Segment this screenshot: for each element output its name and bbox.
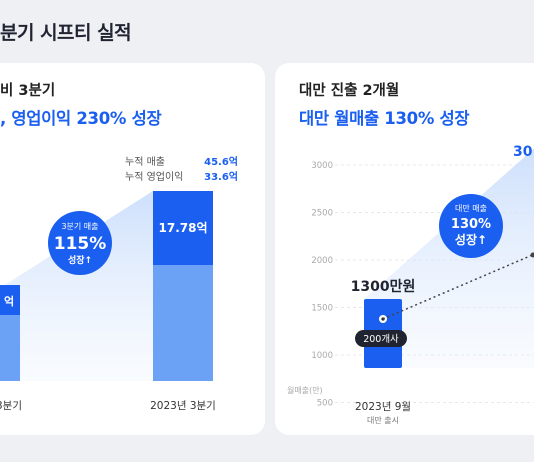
left-bar-1-top [0,285,20,315]
left-x-label-1: 3분기 [0,400,22,412]
right-badge-line2: 130% [451,217,491,232]
card-right: 대만 진출 2개월 대만 월매출 130% 성장 500 1000 1500 2000… [275,63,534,435]
left-badge-line2: 115% [54,234,107,254]
right-y-tick-label: 1500 [311,304,333,314]
right-card-subtitle: 대만 진출 2개월 [299,83,400,99]
cum-op-label: 누적 영업이익 [125,170,183,183]
right-first-value-label: 1300만원 [351,279,416,295]
right-x-label-1-sub: 대만 출시 [367,415,399,425]
left-badge-line3: 성장↑ [68,254,92,266]
cum-sales-value: 45.6억 [204,156,238,168]
left-bar-2-top [153,191,213,265]
page-headline: 분기 시프티 실적 [0,22,132,44]
right-y-tick-label: 2000 [311,256,333,266]
right-y-tick-label: 500 [317,399,333,409]
left-chart: 억 17.78억 누적 매출 45.6억 누적 영업이익 33.6억 3분기 매… [0,156,238,412]
left-growth-badge [48,211,112,275]
cum-op-value: 33.6억 [204,171,238,183]
right-x-label-1: 2023년 9월 [355,401,411,413]
right-first-badge [355,330,407,347]
right-first-badge-text: 200개사 [363,334,399,345]
card-left: 비 3분기 , 영업이익 230% 성장 억 17.78억 누적 매출 45.6… [0,63,265,435]
right-top-value-label: 30 [513,144,533,160]
left-x-label-2: 2023년 3분기 [150,400,216,412]
left-card-subtitle: 비 3분기 [0,83,56,99]
left-badge-line1: 3분기 매출 [61,221,98,231]
left-bar-2-label: 17.78억 [159,221,208,235]
left-bar-1-bottom [0,315,20,381]
right-y-axis-label: 월매출(만) [287,385,323,395]
cum-sales-label: 누적 매출 [125,156,165,168]
right-growth-badge [439,194,503,258]
right-trend-end-dot [530,252,534,258]
right-card-title: 대만 월매출 130% 성장 [299,109,470,128]
right-y-tick-label: 3000 [311,161,333,171]
right-y-tick-label: 2500 [311,209,333,219]
right-badge-line3: 성장↑ [455,233,487,247]
left-card-title: , 영업이익 230% 성장 [0,109,162,128]
left-bar-1-label: 억 [4,295,14,308]
right-y-tick-label: 1000 [311,351,333,361]
left-bar-2-bottom [153,265,213,381]
right-badge-line1: 대만 매출 [455,203,487,213]
